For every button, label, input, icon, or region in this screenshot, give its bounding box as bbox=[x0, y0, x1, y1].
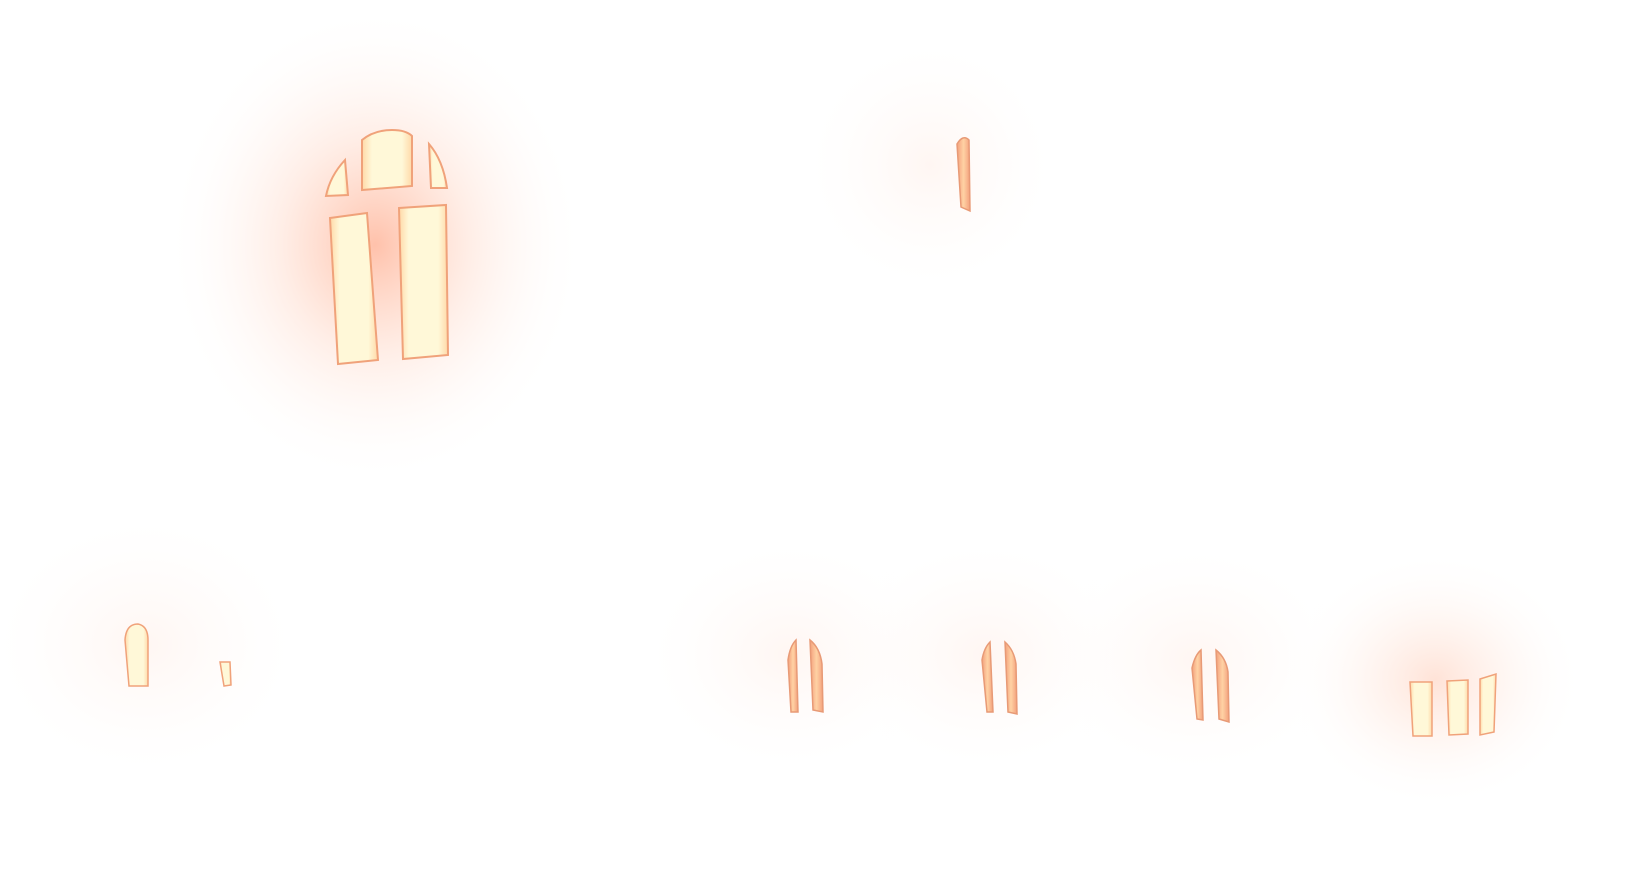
large-window-glow bbox=[165, 5, 585, 485]
triple-pane-window bbox=[1410, 674, 1496, 736]
slit-window-glow bbox=[800, 35, 1060, 295]
small-arched-pane bbox=[125, 624, 148, 686]
triple-pane-middle bbox=[1447, 680, 1468, 735]
tall-pane-right bbox=[399, 205, 448, 359]
triple-pane-glow bbox=[1285, 550, 1585, 810]
small-pair-glow bbox=[0, 510, 305, 780]
triple-pane-right bbox=[1480, 674, 1496, 735]
triple-pane-left bbox=[1410, 682, 1432, 736]
arch-pane-center bbox=[362, 130, 412, 190]
